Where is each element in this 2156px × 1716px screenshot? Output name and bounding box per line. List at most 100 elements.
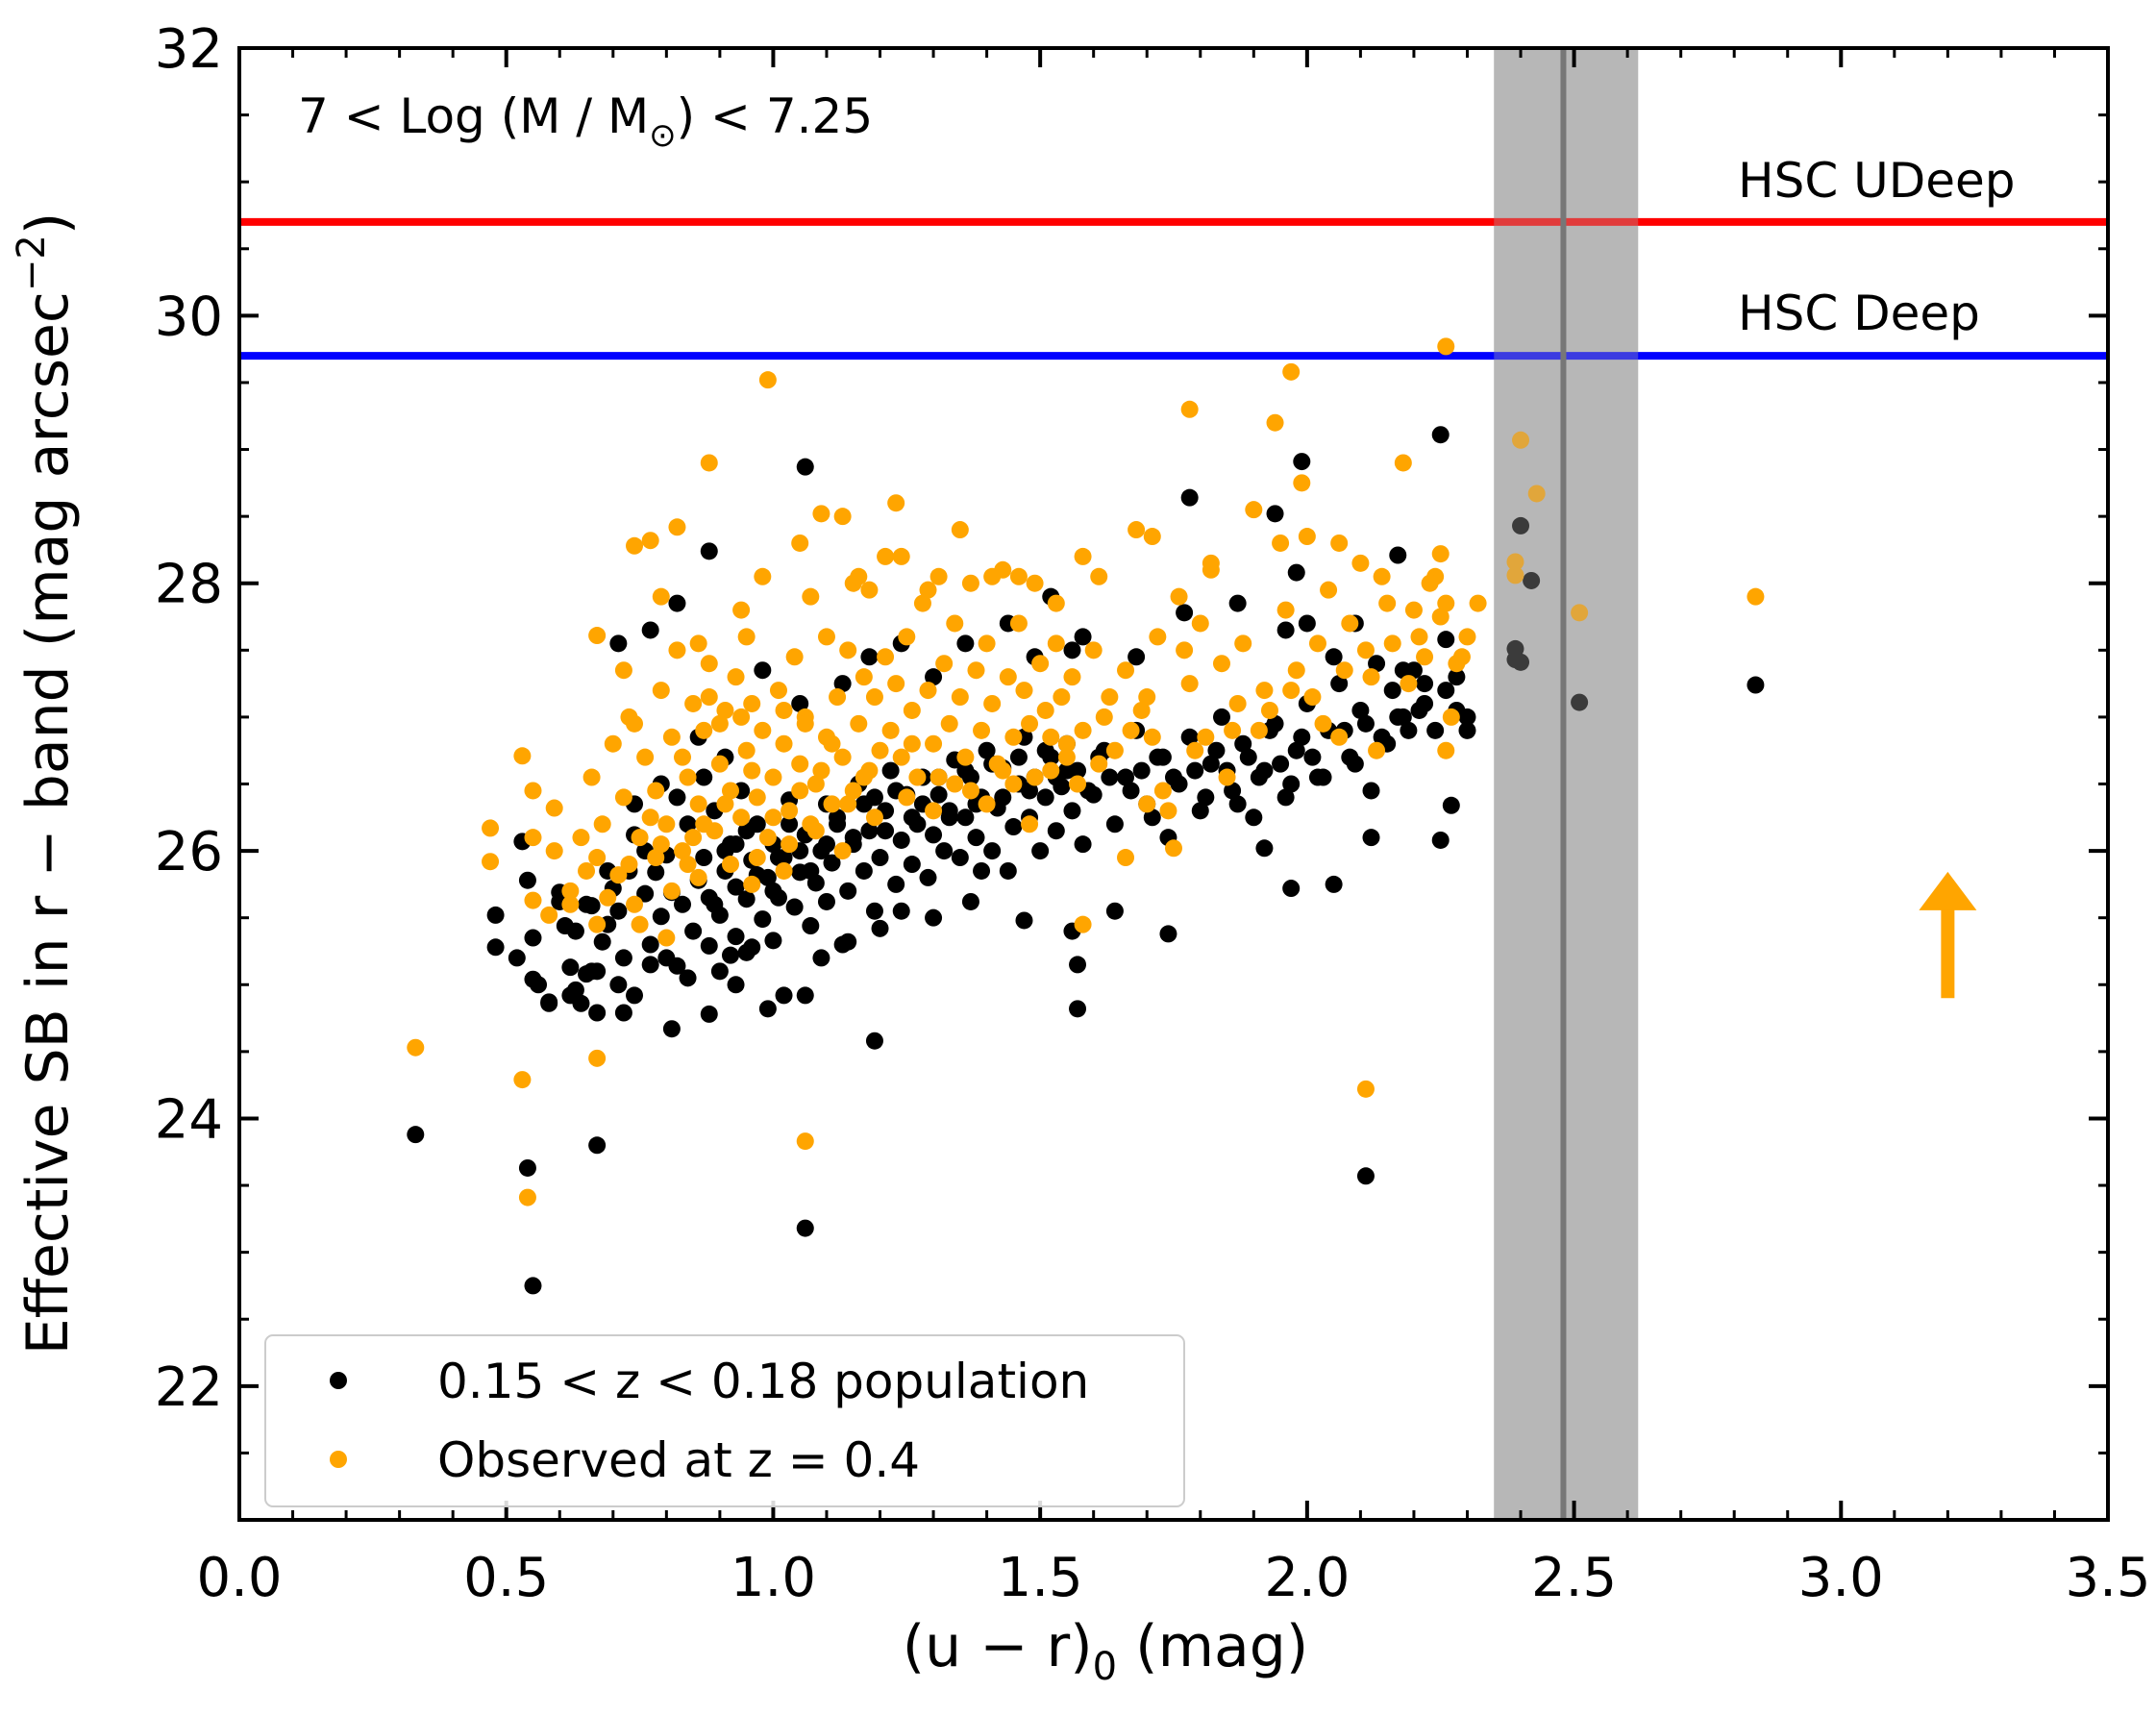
data-point <box>1143 808 1161 827</box>
data-point <box>1394 661 1412 680</box>
data-point <box>881 721 900 739</box>
x-tick-label: 2.0 <box>1264 1547 1350 1609</box>
data-point <box>1228 594 1247 612</box>
data-point <box>1074 835 1092 854</box>
data-point <box>1378 594 1397 612</box>
data-point <box>1287 741 1305 759</box>
data-point <box>1165 839 1182 858</box>
data-point <box>1053 688 1071 707</box>
annotation-prefix: 7 < Log (M / M <box>298 88 649 144</box>
data-point <box>983 567 1002 585</box>
data-point <box>641 808 659 827</box>
data-point <box>823 734 841 753</box>
data-point <box>1191 614 1209 633</box>
data-point <box>1015 911 1033 930</box>
data-point <box>833 842 852 860</box>
x-tick-label: 1.0 <box>731 1547 816 1609</box>
data-point <box>1207 741 1226 759</box>
data-point <box>1224 782 1242 800</box>
data-point <box>679 969 697 987</box>
data-point <box>1138 795 1156 813</box>
data-point <box>860 648 879 666</box>
data-point <box>727 878 745 896</box>
data-point <box>689 868 707 886</box>
data-point <box>1383 682 1401 700</box>
data-point <box>860 581 879 599</box>
data-point <box>700 655 718 673</box>
data-point <box>647 782 665 800</box>
data-point <box>967 829 985 847</box>
data-point <box>647 849 665 867</box>
data-point <box>871 849 889 867</box>
y-tick-label: 26 <box>155 821 223 883</box>
data-point <box>1426 721 1445 739</box>
data-point <box>1351 701 1370 719</box>
data-point <box>877 648 895 666</box>
y-tick-label: 30 <box>155 286 223 348</box>
data-point <box>1442 796 1460 814</box>
data-point <box>737 890 756 908</box>
data-point <box>578 861 596 880</box>
data-point <box>865 808 883 827</box>
data-point <box>775 986 793 1005</box>
data-point <box>732 708 751 726</box>
data-point <box>1394 454 1412 472</box>
data-point <box>626 895 644 913</box>
data-point <box>1356 714 1375 733</box>
data-point <box>695 849 713 867</box>
data-point <box>940 808 958 827</box>
data-point <box>956 748 975 766</box>
data-point <box>1105 902 1124 920</box>
data-point <box>1128 648 1146 666</box>
data-point <box>871 919 889 937</box>
data-point <box>700 542 718 560</box>
data-point <box>700 454 718 472</box>
y-axis-title: Effective SB in r − band (mag arcsec−2) <box>10 212 82 1355</box>
data-point <box>679 856 697 874</box>
data-point <box>1165 768 1182 786</box>
data-point <box>994 761 1012 780</box>
data-point <box>1202 554 1220 572</box>
data-point <box>748 849 766 867</box>
data-point <box>1303 688 1322 707</box>
data-point <box>1021 782 1039 800</box>
data-point <box>1421 574 1439 592</box>
legend-label-observed: Observed at z = 0.4 <box>437 1432 920 1488</box>
data-point <box>727 976 745 994</box>
data-point <box>1105 815 1124 833</box>
data-point <box>1063 668 1081 686</box>
data-point <box>540 993 558 1011</box>
data-point <box>743 694 761 712</box>
data-point <box>518 1188 536 1206</box>
x-tick-label: 0.0 <box>196 1547 282 1609</box>
data-point <box>1122 782 1140 800</box>
data-point <box>1431 545 1450 563</box>
data-point <box>1101 768 1119 786</box>
data-point <box>823 854 841 872</box>
x-tick-label: 3.0 <box>1798 1547 1884 1609</box>
data-point <box>588 849 607 867</box>
data-point <box>1400 675 1418 693</box>
data-point <box>508 949 526 967</box>
data-point <box>796 1132 814 1151</box>
data-point <box>919 682 937 700</box>
data-point <box>1095 708 1113 726</box>
data-point <box>716 701 734 719</box>
data-point <box>1469 594 1487 612</box>
data-point <box>652 587 670 606</box>
data-point <box>524 891 542 909</box>
data-point <box>674 748 692 766</box>
data-point <box>860 822 879 840</box>
data-point <box>1153 782 1172 800</box>
legend-frame <box>264 1334 1185 1507</box>
data-point <box>631 915 649 933</box>
data-point <box>614 661 632 680</box>
data-point <box>530 976 548 994</box>
data-point <box>1571 604 1589 622</box>
data-point <box>706 895 724 913</box>
data-point <box>956 761 975 780</box>
data-point <box>679 815 697 833</box>
data-point <box>1527 485 1546 503</box>
data-point <box>940 714 958 733</box>
data-point <box>1197 788 1215 807</box>
